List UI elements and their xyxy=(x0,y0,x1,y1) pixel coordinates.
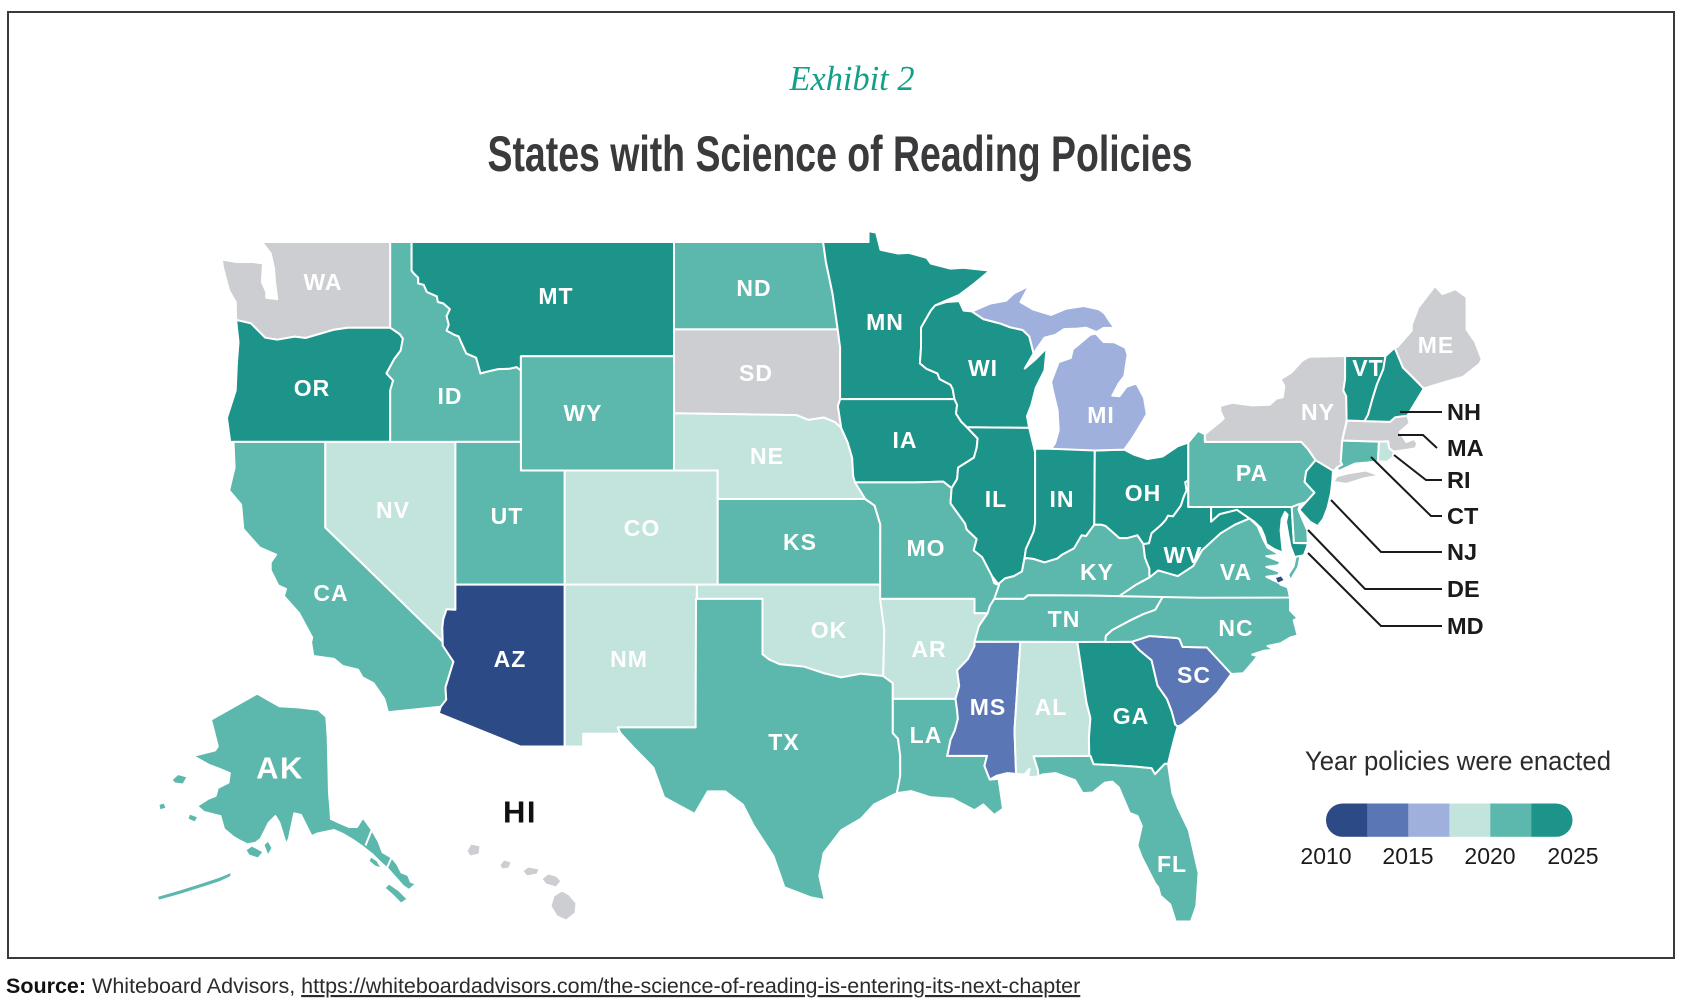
svg-text:HI: HI xyxy=(503,795,537,830)
svg-text:Source: Whiteboard Advisors, h: Source: Whiteboard Advisors, https://whi… xyxy=(6,974,1080,998)
svg-text:CT: CT xyxy=(1447,503,1479,529)
svg-text:SC: SC xyxy=(1177,662,1211,688)
svg-text:SD: SD xyxy=(739,360,773,386)
svg-text:2015: 2015 xyxy=(1382,843,1433,869)
svg-text:ME: ME xyxy=(1418,332,1455,358)
svg-text:CA: CA xyxy=(313,580,348,606)
svg-text:UT: UT xyxy=(491,503,524,529)
svg-text:NC: NC xyxy=(1218,615,1253,641)
svg-text:KS: KS xyxy=(783,529,817,555)
svg-text:MA: MA xyxy=(1447,435,1484,461)
svg-text:AZ: AZ xyxy=(494,646,527,672)
svg-text:AK: AK xyxy=(256,751,304,786)
svg-text:MS: MS xyxy=(970,694,1007,720)
svg-text:FL: FL xyxy=(1157,851,1187,877)
svg-text:RI: RI xyxy=(1447,467,1471,493)
svg-text:IA: IA xyxy=(893,427,918,453)
svg-text:LA: LA xyxy=(910,722,943,748)
svg-text:NV: NV xyxy=(376,497,410,523)
svg-text:Exhibit 2: Exhibit 2 xyxy=(789,59,915,98)
svg-text:MN: MN xyxy=(866,309,904,335)
svg-text:VA: VA xyxy=(1220,559,1252,585)
svg-text:VT: VT xyxy=(1352,355,1383,381)
svg-text:WY: WY xyxy=(563,400,602,426)
svg-text:ID: ID xyxy=(438,383,463,409)
svg-text:OH: OH xyxy=(1125,480,1162,506)
svg-text:IL: IL xyxy=(985,486,1007,512)
svg-text:MI: MI xyxy=(1087,402,1115,428)
svg-text:DE: DE xyxy=(1447,576,1480,602)
svg-text:WI: WI xyxy=(968,355,998,381)
svg-text:AR: AR xyxy=(911,636,946,662)
svg-text:MO: MO xyxy=(906,535,945,561)
svg-text:OR: OR xyxy=(294,375,331,401)
svg-text:2010: 2010 xyxy=(1300,843,1351,869)
svg-text:KY: KY xyxy=(1080,559,1114,585)
svg-text:NY: NY xyxy=(1301,399,1335,425)
svg-text:WA: WA xyxy=(303,269,342,295)
svg-text:2025: 2025 xyxy=(1547,843,1598,869)
svg-text:PA: PA xyxy=(1236,460,1268,486)
svg-text:NE: NE xyxy=(750,443,784,469)
svg-text:MD: MD xyxy=(1447,613,1484,639)
svg-text:AL: AL xyxy=(1035,694,1068,720)
svg-text:OK: OK xyxy=(811,617,848,643)
svg-text:NM: NM xyxy=(610,646,648,672)
svg-text:CO: CO xyxy=(624,515,661,541)
svg-text:ND: ND xyxy=(736,275,771,301)
svg-text:NJ: NJ xyxy=(1447,539,1477,565)
svg-text:TX: TX xyxy=(768,729,799,755)
svg-text:NH: NH xyxy=(1447,399,1481,425)
svg-text:TN: TN xyxy=(1048,606,1081,632)
svg-text:GA: GA xyxy=(1113,703,1150,729)
svg-text:Year policies were enacted: Year policies were enacted xyxy=(1305,746,1611,776)
svg-text:IN: IN xyxy=(1050,486,1075,512)
svg-text:2020: 2020 xyxy=(1464,843,1515,869)
svg-text:WV: WV xyxy=(1163,542,1202,568)
svg-text:MT: MT xyxy=(538,283,573,309)
svg-text:States with Science of Reading: States with Science of Reading Policies xyxy=(488,126,1193,182)
